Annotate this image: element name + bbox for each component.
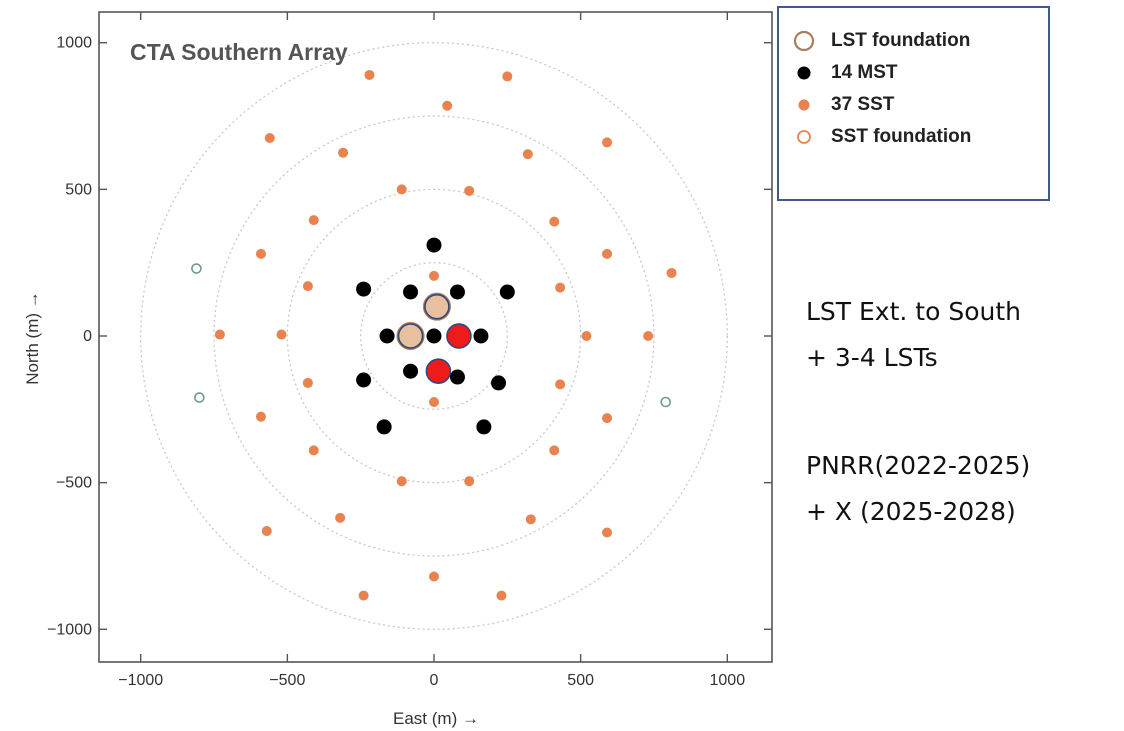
note-lst-count: + 3-4 LSTs bbox=[806, 343, 938, 372]
14-mst-point bbox=[376, 419, 392, 435]
y-tick-label: −1000 bbox=[47, 621, 92, 638]
37-sst-point bbox=[308, 215, 319, 226]
-e8c0a0-point bbox=[397, 323, 424, 349]
sst-marker-icon bbox=[791, 92, 817, 118]
x-tick-label: −500 bbox=[269, 672, 305, 689]
x-tick-label: 1000 bbox=[710, 672, 746, 689]
14-mst-point bbox=[449, 284, 465, 300]
37-sst-point bbox=[602, 137, 613, 148]
chart-title: CTA Southern Array bbox=[130, 39, 348, 65]
37-sst-point bbox=[255, 248, 266, 259]
distance-rings bbox=[140, 42, 728, 630]
14-mst-point bbox=[379, 328, 395, 344]
y-tick-label: 0 bbox=[83, 328, 92, 345]
37-sst-point bbox=[335, 512, 346, 523]
x-tick-label: −1000 bbox=[118, 672, 163, 689]
37-sst-point bbox=[429, 270, 439, 281]
note-pnrr: PNRR(2022-2025) bbox=[806, 451, 1031, 480]
distance-ring bbox=[360, 262, 508, 410]
y-tick-label: −500 bbox=[56, 475, 92, 492]
14-mst-point bbox=[403, 363, 419, 379]
legend-label: LST foundation bbox=[831, 30, 971, 51]
37-sst-point bbox=[581, 331, 592, 341]
legend-item-lst-foundation: LST foundation bbox=[791, 28, 970, 54]
37-sst-point bbox=[555, 379, 566, 390]
37-sst-point bbox=[429, 396, 439, 407]
14-mst-point bbox=[403, 284, 419, 300]
37-sst-point bbox=[429, 571, 439, 582]
mst-marker-icon bbox=[791, 60, 817, 86]
distance-ring bbox=[213, 115, 655, 557]
14-mst-point bbox=[473, 328, 489, 344]
x-axis-label: East (m) → bbox=[393, 709, 479, 728]
37-sst-point bbox=[302, 281, 313, 292]
37-sst-point bbox=[464, 476, 475, 487]
axis-ticks: −1000 −500 0 500 1000 −1000 −500 0 500 1000 bbox=[47, 12, 772, 689]
data-points bbox=[191, 69, 677, 601]
37-sst-point bbox=[549, 216, 560, 227]
37-sst-point bbox=[214, 329, 225, 340]
sst-foundation-point bbox=[660, 396, 672, 408]
-ee1b1b-point bbox=[425, 358, 452, 384]
sst-foundation-marker-icon bbox=[791, 124, 817, 150]
14-mst-point bbox=[491, 375, 507, 391]
y-tick-label: 1000 bbox=[56, 35, 92, 52]
lst-foundation-point bbox=[396, 322, 425, 350]
37-sst-point bbox=[555, 282, 566, 293]
14-mst-point bbox=[426, 237, 442, 253]
37-sst-point bbox=[525, 514, 536, 525]
37-sst-point bbox=[358, 590, 369, 601]
y-axis-label: North (m) → bbox=[23, 291, 42, 385]
lst-foundation-marker-icon bbox=[791, 28, 817, 54]
14-mst-point bbox=[476, 419, 492, 435]
37-sst-point bbox=[276, 329, 287, 340]
legend-label: SST foundation bbox=[831, 126, 972, 147]
sst-foundation-point bbox=[191, 263, 202, 274]
x-tick-label: 0 bbox=[430, 672, 439, 689]
legend-label: 14 MST bbox=[831, 62, 898, 83]
note-x-period: + X (2025-2028) bbox=[806, 497, 1016, 526]
37-sst-point bbox=[496, 590, 507, 601]
37-sst-point bbox=[666, 267, 677, 278]
14-mst-point bbox=[356, 372, 372, 388]
37-sst-point bbox=[602, 248, 613, 259]
legend-item-mst: 14 MST bbox=[791, 60, 898, 86]
14-mst-point bbox=[449, 369, 465, 385]
37-sst-point bbox=[264, 133, 275, 144]
37-sst-point bbox=[442, 100, 453, 111]
37-sst-point bbox=[464, 185, 475, 196]
37-sst-point bbox=[396, 476, 407, 487]
37-sst-point bbox=[502, 71, 513, 82]
37-sst-point bbox=[308, 445, 319, 456]
legend-item-sst-foundation: SST foundation bbox=[791, 124, 971, 150]
37-sst-point bbox=[396, 184, 407, 195]
y-tick-label: 500 bbox=[65, 181, 92, 198]
-ee1b1b-point bbox=[446, 323, 472, 349]
37-sst-point bbox=[302, 377, 313, 388]
37-sst-point bbox=[549, 445, 560, 456]
37-sst-point bbox=[602, 413, 613, 424]
37-sst-point bbox=[364, 69, 375, 80]
legend-label: 37 SST bbox=[831, 94, 895, 115]
note-lst-extension: LST Ext. to South bbox=[806, 297, 1022, 326]
lst-foundation-point bbox=[422, 292, 451, 321]
x-tick-label: 500 bbox=[567, 672, 594, 689]
37-sst-point bbox=[522, 149, 533, 160]
legend-item-sst: 37 SST bbox=[791, 92, 894, 118]
scatter-plot: −1000 −500 0 500 1000 −1000 −500 0 500 1000 CTA S… bbox=[23, 11, 773, 728]
chart-legend: LST foundation 14 MST 37 SST SST foundat… bbox=[777, 6, 1050, 201]
37-sst-point bbox=[602, 527, 613, 538]
-e8c0a0-point bbox=[424, 293, 450, 320]
14-mst-point bbox=[426, 328, 442, 344]
37-sst-point bbox=[338, 147, 349, 158]
37-sst-point bbox=[261, 526, 272, 537]
distance-ring bbox=[286, 188, 582, 484]
37-sst-point bbox=[643, 331, 654, 341]
distance-ring bbox=[140, 42, 728, 630]
37-sst-point bbox=[255, 411, 266, 422]
sst-foundation-point bbox=[194, 392, 205, 403]
14-mst-point bbox=[356, 281, 372, 297]
14-mst-point bbox=[499, 284, 515, 300]
